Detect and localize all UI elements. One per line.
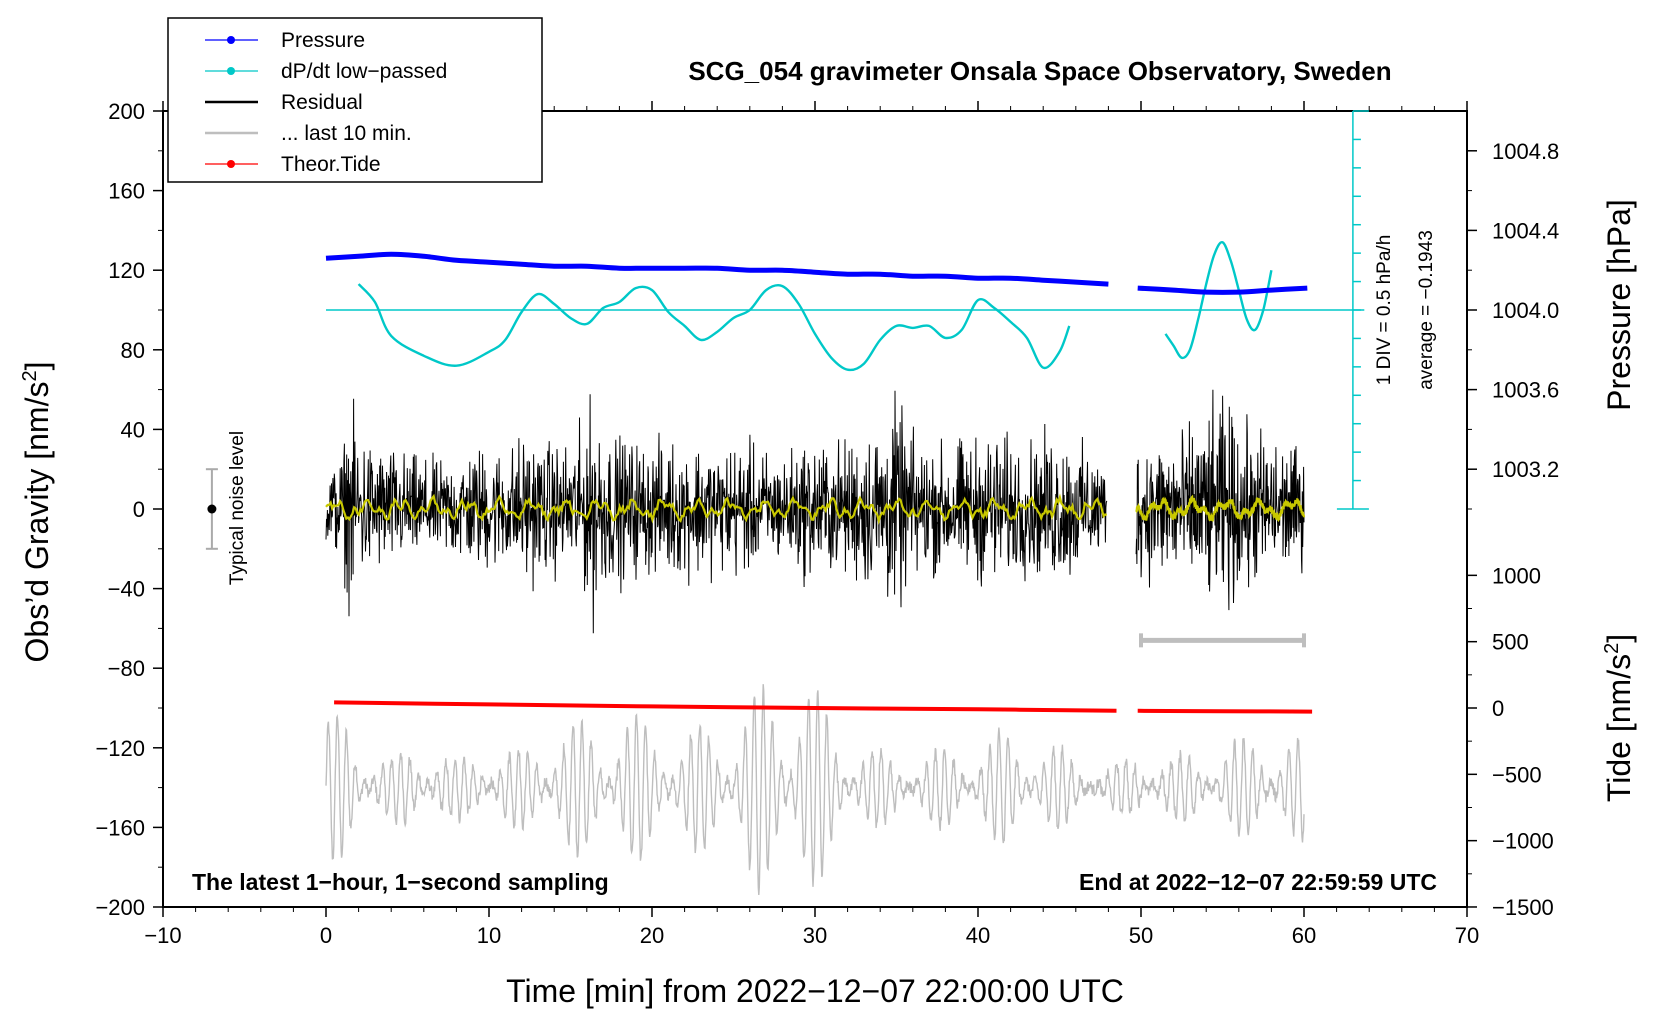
y-tick-label: 120	[108, 258, 145, 283]
y-tick-label: 40	[121, 417, 145, 442]
series-dpdt	[1164, 241, 1273, 360]
series-pressure	[1137, 285, 1308, 295]
y-tick-label: 0	[133, 497, 145, 522]
x-tick-label: 0	[320, 923, 332, 948]
y-axis-title-left-sup: 2	[19, 370, 41, 381]
y-axis-title-tide-main: Tide [nm/s	[1601, 654, 1637, 802]
legend-label: Residual	[281, 91, 363, 114]
y-axis-title-left: Obs’d Gravity [nm/s2]	[19, 362, 55, 663]
x-tick-label: 60	[1292, 923, 1316, 948]
legend-marker	[227, 160, 235, 168]
legend-marker	[227, 67, 235, 75]
dpdt-scale-div-label: 1 DIV = 0.5 hPa/h	[1374, 235, 1395, 386]
legend-label: ... last 10 min.	[281, 122, 412, 145]
legend-item: Residual	[205, 91, 363, 114]
noise-bar-point	[207, 504, 217, 514]
series-residual-smoothed	[1135, 494, 1306, 523]
y-tick-label: −40	[108, 577, 145, 602]
x-tick-label: 40	[966, 923, 990, 948]
y-tick-label: −80	[108, 656, 145, 681]
legend-label: Theor.Tide	[281, 153, 381, 176]
x-tick-label: 70	[1455, 923, 1479, 948]
series-residual	[1135, 389, 1305, 611]
legend-item: ... last 10 min.	[205, 122, 412, 145]
dpdt-scale-avg-label: average = −0.1943	[1416, 230, 1437, 390]
x-tick-label: 50	[1129, 923, 1153, 948]
legend-box	[167, 17, 543, 183]
series-pressure	[325, 251, 1109, 287]
y-axis-title-tide: Tide [nm/s2]	[1601, 634, 1637, 802]
x-tick-label: 20	[640, 923, 664, 948]
tide-tick-label: −1000	[1492, 829, 1554, 854]
y-axis-title-left-main: Obs’d Gravity [nm/s	[19, 382, 55, 663]
x-axis-title: Time [min] from 2022−12−07 22:00:00 UTC	[506, 973, 1124, 1009]
legend-label: dP/dt low−passed	[281, 60, 447, 83]
y-tick-label: −160	[95, 815, 145, 840]
y-tick-label: −200	[95, 895, 145, 920]
tide-tick-label: −500	[1492, 762, 1542, 787]
annotation-bottom-left: The latest 1−hour, 1−second sampling	[192, 869, 609, 895]
legend-label: Pressure	[281, 29, 365, 52]
y-tick-label: 80	[121, 338, 145, 363]
legend-item: Theor.Tide	[205, 153, 381, 176]
axes-layer: −10 0 10 20 30 40 50 60 70 200 160 120 80 40 0 −40 −80 −1…	[95, 99, 1559, 948]
legend: Pressure dP/dt low−passed Residual ... last…	[167, 17, 543, 183]
series-residual-smoothed	[325, 493, 1108, 525]
x-tick-label: 10	[477, 923, 501, 948]
legend-item: Pressure	[205, 29, 365, 52]
series-theor-tide	[334, 700, 1117, 713]
x-tick-label: 30	[803, 923, 827, 948]
tide-tick-label: −1500	[1492, 895, 1554, 920]
pressure-tick-label: 1004.0	[1492, 298, 1559, 323]
tide-tick-label: 0	[1492, 696, 1504, 721]
y-tick-label: 200	[108, 99, 145, 124]
noise-level-label: Typical noise level	[227, 431, 248, 585]
legend-marker	[227, 36, 235, 44]
y-tick-label: 160	[108, 179, 145, 204]
y-axis-title-tide-end: ]	[1601, 634, 1637, 643]
y-axis-title-tide-sup: 2	[1601, 643, 1623, 654]
annotation-bottom-right: End at 2022−12−07 22:59:59 UTC	[1079, 869, 1437, 895]
tide-tick-label: 500	[1492, 630, 1529, 655]
pressure-tick-label: 1004.8	[1492, 139, 1559, 164]
pressure-tick-label: 1003.6	[1492, 378, 1559, 403]
pressure-tick-label: 1003.2	[1492, 457, 1559, 482]
y-axis-title-pressure: Pressure [hPa]	[1601, 199, 1637, 411]
series-dpdt	[357, 283, 1071, 372]
tide-tick-label: 1000	[1492, 563, 1541, 588]
pressure-tick-label: 1004.4	[1492, 218, 1559, 243]
y-tick-label: −120	[95, 736, 145, 761]
series-theor-tide	[1137, 708, 1313, 714]
legend-item: dP/dt low−passed	[205, 60, 447, 83]
chart-title: SCG_054 gravimeter Onsala Space Observat…	[688, 56, 1391, 86]
series-last-10-min	[325, 684, 1305, 895]
x-tick-label: −10	[144, 923, 181, 948]
series-layer	[205, 241, 1365, 895]
y-axis-title-left-end: ]	[19, 362, 55, 371]
